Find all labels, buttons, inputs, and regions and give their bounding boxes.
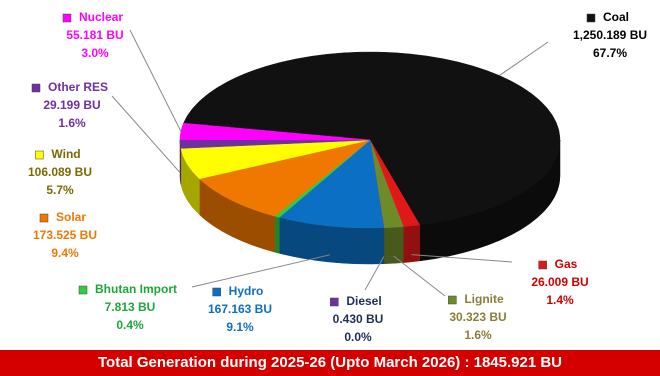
slice-side [403, 224, 421, 263]
value-label: 30.323 BU [449, 310, 506, 324]
leader-line [411, 254, 513, 263]
legend-marker [212, 287, 221, 297]
value-label: 55.181 BU [66, 28, 123, 42]
slice-name: Hydro [229, 284, 264, 298]
legend-marker [586, 13, 596, 23]
slice-name: Lignite [464, 292, 504, 306]
value-label: 173.525 BU [33, 228, 97, 242]
share-label: 0.0% [344, 330, 372, 344]
slice-name: Gas [555, 257, 578, 271]
share-label: 5.7% [46, 183, 74, 197]
leader-line [364, 256, 385, 291]
value-label: 167.163 BU [208, 302, 272, 316]
slice-name: Other RES [48, 80, 108, 94]
share-label: 9.4% [51, 246, 79, 260]
share-label: 1.6% [464, 328, 492, 342]
leader-line [393, 255, 446, 297]
slice-name: Bhutan Import [95, 282, 177, 296]
share-label: 67.7% [593, 46, 627, 60]
share-label: 9.1% [226, 320, 254, 334]
slice-name: Solar [56, 210, 86, 224]
share-label: 3.0% [81, 46, 109, 60]
value-label: 0.430 BU [333, 312, 384, 326]
slice [278, 139, 384, 229]
legend-marker [448, 295, 457, 305]
legend-marker [39, 213, 49, 223]
slice-name: Diesel [346, 294, 381, 308]
footer-banner: Total Generation during 2025-26 (Upto Ma… [0, 350, 660, 376]
legend-marker [62, 13, 72, 23]
slice-name: Nuclear [79, 10, 123, 24]
slice-name: Coal [603, 10, 629, 24]
share-label: 1.6% [58, 116, 86, 130]
leader-line [111, 95, 181, 174]
legend-marker [78, 285, 88, 295]
value-label: 7.813 BU [105, 300, 156, 314]
slice [183, 51, 561, 226]
legend-marker [35, 150, 44, 160]
legend-marker [330, 297, 339, 307]
legend-marker [31, 83, 41, 93]
share-label: 0.4% [116, 318, 144, 332]
leader-line [499, 41, 549, 76]
value-label: 29.199 BU [43, 98, 100, 112]
slice-side [274, 215, 280, 254]
value-label: 106.089 BU [28, 165, 92, 179]
value-label: 26.009 BU [531, 275, 588, 289]
slice [198, 139, 371, 217]
value-label: 1,250.189 BU [573, 28, 647, 42]
chart: Coal 1,250.189 BU 67.7% Gas 26.009 BU 1.4% Lig… [28, 10, 647, 344]
slice-name: Wind [51, 147, 80, 161]
slice-side [383, 226, 404, 265]
legend-marker [538, 260, 547, 270]
share-label: 1.4% [546, 293, 574, 307]
leader-line [191, 254, 331, 288]
slice [179, 122, 371, 141]
leader-line [129, 29, 182, 132]
